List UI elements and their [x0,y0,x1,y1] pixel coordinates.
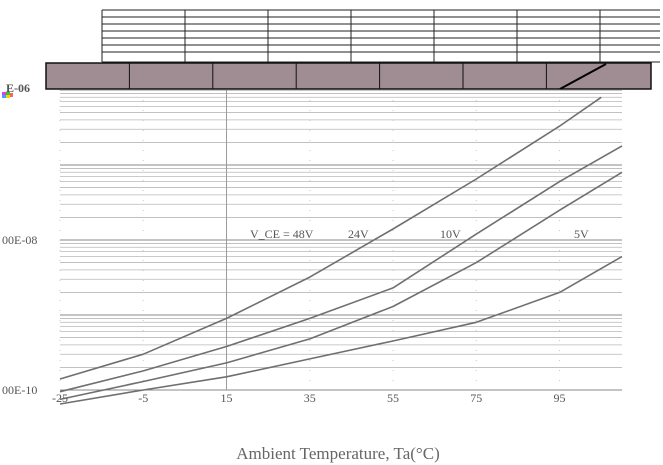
x-tick-label: 15 [221,391,233,405]
x-tick-label: -5 [138,391,148,405]
color-artifact [2,92,13,98]
series-line-0 [59,96,602,380]
series-label-1: 24V [348,227,369,241]
x-tick-label: -25 [52,391,68,405]
series-label-0: V_CE = 48V [250,227,314,241]
x-tick-labels: -25 -5 15 35 55 75 95 [52,391,566,405]
x-axis-label: Ambient Temperature, Ta(°C) [236,444,439,463]
series-label-2: 10V [440,227,461,241]
top-table-grid [101,9,660,63]
series-label-3: 5V [574,227,589,241]
x-tick-label: 95 [554,391,566,405]
x-tick-label: 35 [304,391,316,405]
y-tick-label: 00E-08 [2,233,37,247]
series-line-3 [59,255,623,405]
x-tick-label: 55 [387,391,399,405]
series-line-2 [59,171,623,401]
series-line-1 [59,145,623,393]
x-tick-label: 75 [470,391,482,405]
header-band [45,62,652,90]
y-tick-label: 00E-10 [2,383,37,397]
band-diagonal [559,63,607,90]
series-labels: V_CE = 48V 24V 10V 5V [250,227,589,241]
series-layer [59,96,623,405]
band-fill [45,62,652,90]
plot-grid [59,89,622,391]
y-tick-labels: E-06 00E-08 00E-10 [2,81,37,397]
y-tick-label: E-06 [6,81,30,95]
